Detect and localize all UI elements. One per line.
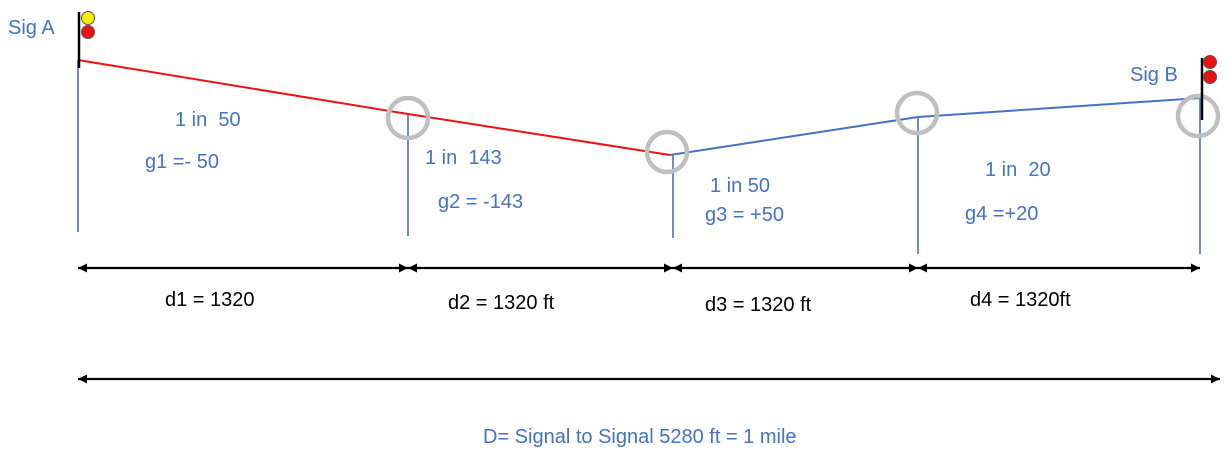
signal-b-light-top (1203, 55, 1217, 69)
signal-a-light-bottom (81, 25, 95, 39)
signal-b: Sig B (1130, 55, 1217, 120)
gradient-segment-2 (407, 113, 671, 156)
signal-a: Sig A (8, 11, 95, 68)
gradient-segment-3 (669, 116, 919, 156)
junction-circle-3 (894, 90, 940, 136)
junction-circle-4 (1175, 93, 1221, 139)
segment-3-ratio: 1 in 50 (710, 175, 770, 197)
segment-4-ratio: 1 in 20 (985, 159, 1051, 181)
segment-1-distance: d1 = 1320 (165, 289, 255, 311)
junction-circle-1 (385, 95, 431, 141)
segment-3-grade: g3 = +50 (705, 204, 784, 226)
segment-3-distance: d3 = 1320 ft (705, 294, 812, 316)
gradient-segment-1 (77, 59, 409, 115)
signal-a-light-top (81, 11, 95, 25)
signal-a-label: Sig A (8, 17, 55, 39)
signal-b-label: Sig B (1130, 64, 1178, 86)
segment-2-ratio: 1 in 143 (425, 147, 502, 169)
segment-1-grade: g1 =- 50 (145, 151, 219, 173)
segment-4-grade: g4 =+20 (965, 203, 1038, 225)
signal-b-light-bottom (1203, 70, 1217, 84)
segment-1-ratio: 1 in 50 (175, 109, 241, 131)
gradient-segment-4 (917, 97, 1201, 118)
junction-circle-2 (644, 129, 690, 175)
segment-4-distance: d4 = 1320ft (970, 289, 1071, 311)
segment-2-grade: g2 = -143 (438, 191, 523, 213)
total-distance-label: D= Signal to Signal 5280 ft = 1 mile (483, 426, 797, 448)
segment-2-distance: d2 = 1320 ft (448, 292, 555, 314)
